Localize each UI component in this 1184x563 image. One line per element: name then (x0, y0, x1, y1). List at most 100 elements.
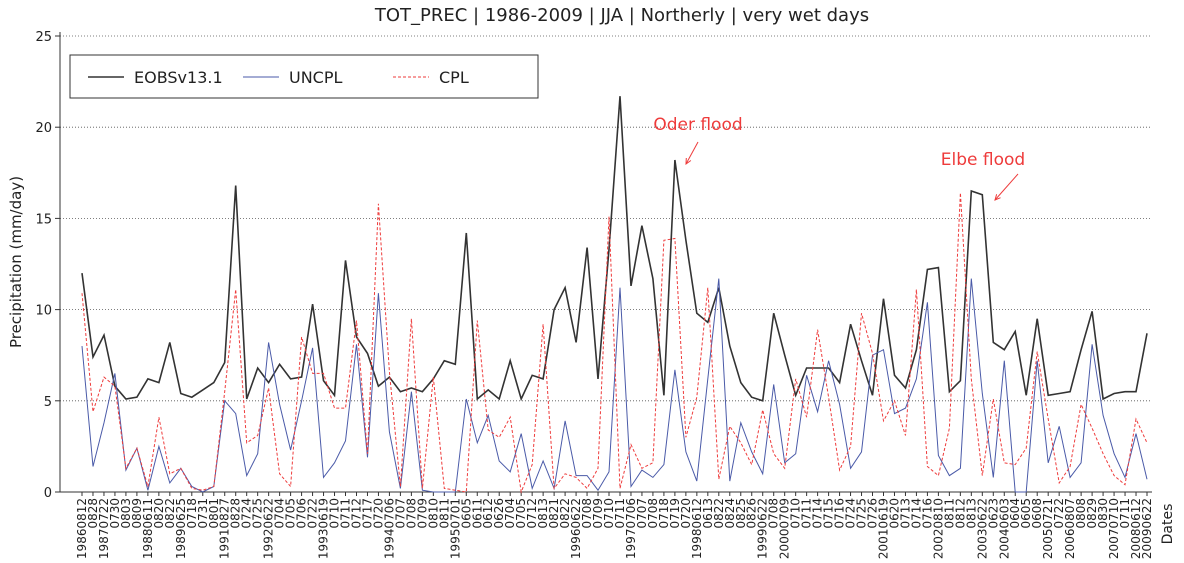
x-tick-label: 0720 (679, 498, 693, 529)
x-tick-label: 0612 (481, 498, 495, 529)
x-tick-label: 0711 (339, 498, 353, 529)
x-tick-label: 0731 (196, 498, 210, 529)
x-tick-label: 0711 (613, 498, 627, 529)
annotation: Elbe flood (941, 150, 1025, 170)
x-tick-label: 0720 (371, 498, 385, 529)
x-tick-label: 0722 (306, 498, 320, 529)
y-tick-label: 25 (35, 30, 52, 45)
x-tick-label: 0707 (635, 498, 649, 529)
x-tick-label: 0611 (470, 498, 484, 529)
x-tick-label: 0826 (745, 498, 759, 529)
x-tick-label: 0714 (909, 498, 923, 529)
x-tick-label: 0716 (920, 498, 934, 529)
x-tick-label: 0828 (86, 498, 100, 529)
legend-box (69, 54, 539, 99)
x-tick-label: 0716 (833, 498, 847, 529)
x-tick-label: 20050721 (1041, 498, 1055, 559)
x-tick-label: 0828 (229, 498, 243, 529)
x-tick-label: 0821 (547, 498, 561, 529)
x-tick-label: 0613 (701, 498, 715, 529)
x-tick-label: 0725 (251, 498, 265, 529)
x-tick-label: 0803 (119, 498, 133, 529)
x-tick-label: 0708 (646, 498, 660, 529)
x-tick-label: 19930619 (317, 498, 331, 559)
x-tick-label: 0713 (898, 498, 912, 529)
annotation-arrow (685, 141, 699, 165)
x-tick-label: 19870722 (97, 498, 111, 559)
x-tick-label: 20020810 (931, 498, 945, 559)
annotation-arrowhead (685, 157, 692, 166)
x-tick-label: 20010619 (876, 498, 890, 559)
x-tick-label: 19880611 (141, 498, 155, 559)
annotation-arrow (994, 173, 1019, 201)
x-tick-label: 0801 (207, 498, 221, 529)
x-tick-label: 0604 (1008, 498, 1022, 529)
legend-label: UNCPL (289, 68, 343, 87)
x-tick-label: 20040603 (997, 498, 1011, 559)
legend-label: CPL (439, 68, 469, 87)
x-tick-label: 20060807 (1063, 498, 1077, 559)
x-tick-label: 0725 (855, 498, 869, 529)
x-tick-label: 19910827 (218, 498, 232, 559)
x-tick-label: 0718 (657, 498, 671, 529)
x-tick-label: 0623 (986, 498, 1000, 529)
x-tick-label: 0620 (887, 498, 901, 529)
x-tick-label: 0608 (1030, 498, 1044, 529)
x-tick-label: 0822 (558, 498, 572, 529)
y-tick-label: 0 (44, 486, 52, 501)
x-tick-label: 19940706 (382, 498, 396, 559)
x-tick-label: 0812 (953, 498, 967, 529)
x-tick-label: 0704 (273, 498, 287, 529)
x-tick-label: 19960622 (569, 498, 583, 559)
x-tick-label: 0708 (767, 498, 781, 529)
x-tick-label: 20080612 (1129, 498, 1143, 559)
x-tick-label: 0715 (822, 498, 836, 529)
x-tick-label: 0709 (591, 498, 605, 529)
x-tick-label: 0717 (360, 498, 374, 529)
x-tick-label: 0825 (734, 498, 748, 529)
line-series (81, 96, 1148, 402)
x-tick-label: 0726 (866, 498, 880, 529)
y-axis-label: Precipitation (mm/day) (7, 176, 25, 348)
x-tick-label: 0708 (580, 498, 594, 529)
x-tick-label: 0711 (1118, 498, 1132, 529)
y-tick-label: 10 (35, 304, 52, 319)
annotation: Oder flood (653, 115, 742, 135)
x-tick-label: 20090622 (1140, 498, 1154, 559)
y-tick-label: 15 (35, 212, 52, 227)
x-tick-label: 0730 (108, 498, 122, 529)
line-series (81, 278, 1148, 493)
x-tick-label: 0704 (503, 498, 517, 529)
x-tick-label: 0714 (811, 498, 825, 529)
x-tick-label: 0605 (459, 498, 473, 529)
x-tick-label: 0810 (426, 498, 440, 529)
x-tick-label: 20030622 (975, 498, 989, 559)
x-tick-label: 0829 (1085, 498, 1099, 529)
x-tick-label: 0709 (415, 498, 429, 529)
x-axis-label: Dates (1160, 504, 1176, 545)
x-tick-label: 0626 (492, 498, 506, 529)
y-tick-label: 20 (35, 121, 52, 136)
x-tick-label: 0824 (723, 498, 737, 529)
x-tick-label: 19890625 (174, 498, 188, 559)
annotation-arrowhead (994, 194, 1001, 201)
x-tick-label: 0712 (349, 498, 363, 529)
x-tick-label: 19970706 (624, 498, 638, 559)
x-tick-label: 0710 (789, 498, 803, 529)
x-tick-label: 19860812 (75, 498, 89, 559)
x-tick-label: 0722 (1052, 498, 1066, 529)
x-tick-label: 0712 (525, 498, 539, 529)
x-tick-label: 0820 (152, 498, 166, 529)
x-tick-label: 0811 (942, 498, 956, 529)
chart-title: TOT_PREC | 1986-2009 | JJA | Northerly |… (374, 5, 869, 26)
x-tick-label: 0808 (1074, 498, 1088, 529)
x-tick-label: 0605 (1019, 498, 1033, 529)
x-tick-label: 0706 (295, 498, 309, 529)
x-tick-label: 0724 (844, 498, 858, 529)
x-tick-label: 0710 (602, 498, 616, 529)
x-tick-label: 0809 (130, 498, 144, 529)
x-tick-label: 19920622 (262, 498, 276, 559)
x-tick-label: 0711 (800, 498, 814, 529)
x-tick-label: 0830 (1096, 498, 1110, 529)
